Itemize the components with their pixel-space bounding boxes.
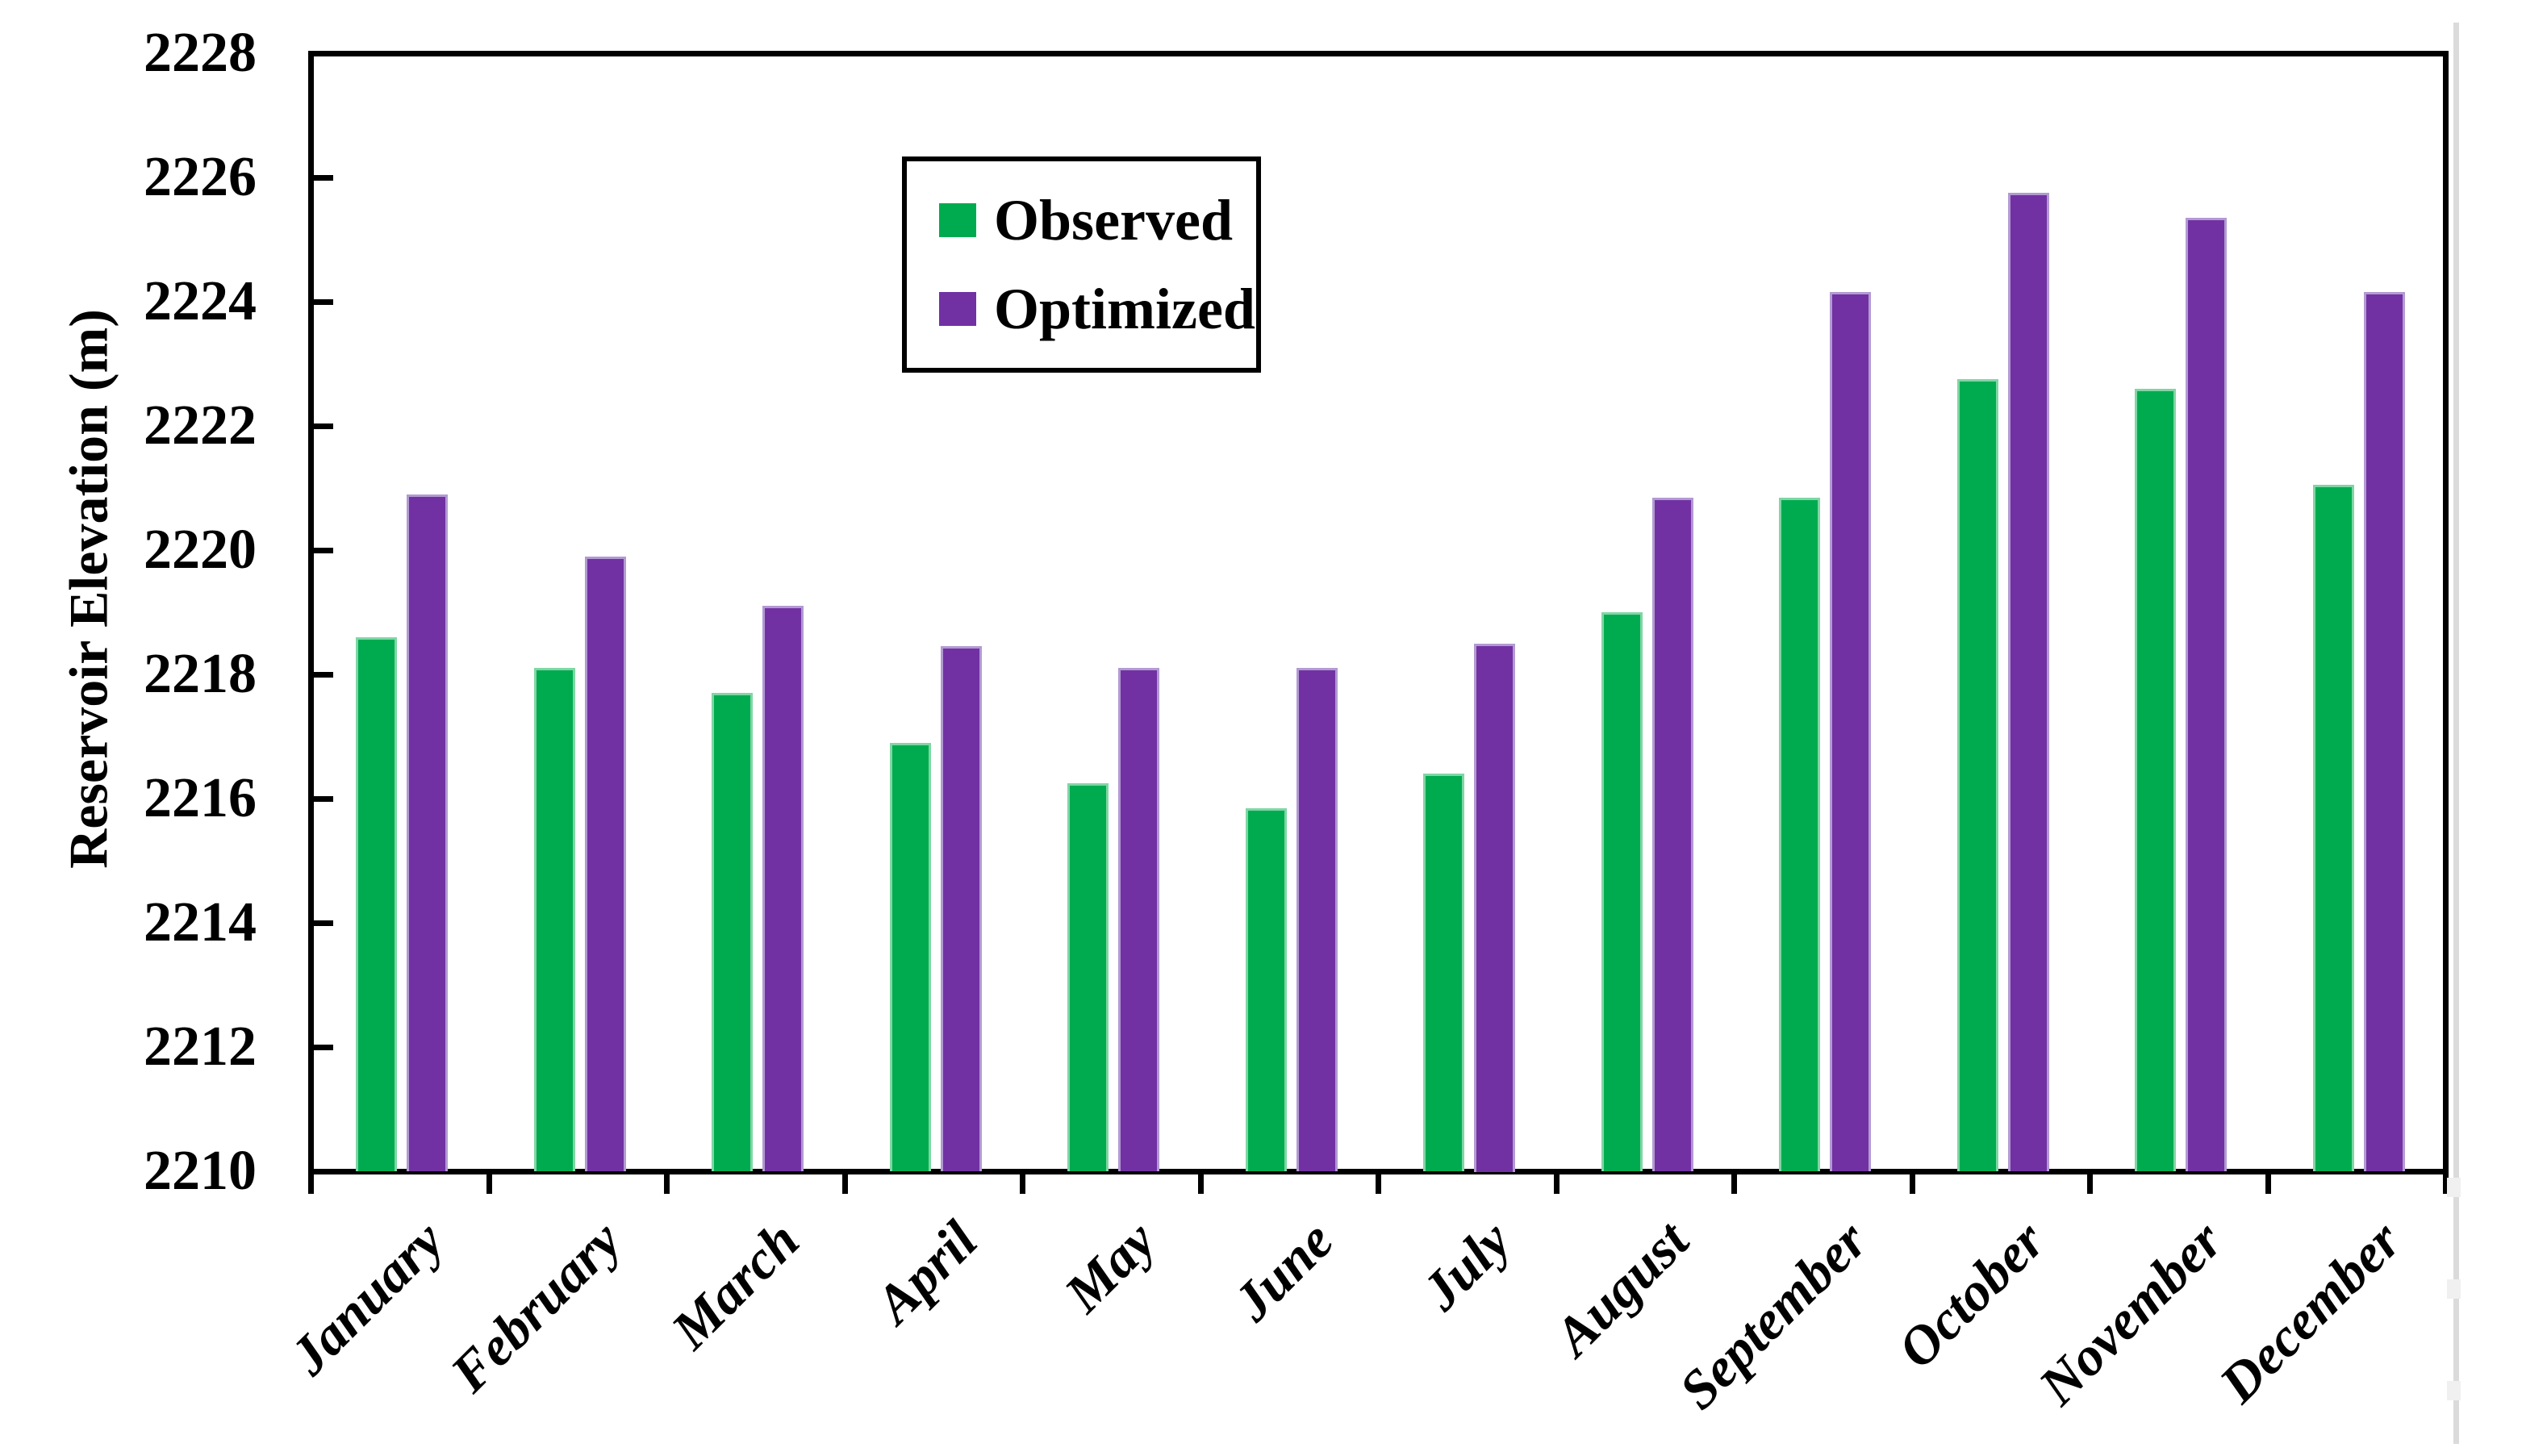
x-tick-mark [2265,1171,2271,1194]
x-tick-label-august: August [1543,1209,1701,1367]
y-tick-label-2220: 2220 [144,519,257,581]
y-tick-mark-2216 [314,796,333,802]
bar-optimized-december [2364,292,2405,1171]
bar-optimized-august [1652,498,1693,1171]
y-tick-label-2228: 2228 [144,22,257,84]
bar-optimized-september [1830,292,1871,1171]
y-tick-label-2224: 2224 [144,270,257,332]
x-tick-label-december: December [2207,1209,2412,1415]
y-tick-mark-2210 [314,1169,333,1174]
x-tick-mark [1553,1171,1560,1194]
bar-optimized-may [1118,668,1159,1171]
y-tick-label-2216: 2216 [144,767,257,829]
legend-swatch-optimized [939,291,976,326]
x-tick-mark [1197,1171,1204,1194]
x-tick-label-november: November [2027,1209,2235,1416]
bar-observed-november [2135,389,2176,1171]
bar-optimized-november [2186,218,2227,1171]
x-tick-mark [664,1171,670,1194]
y-tick-mark-2222 [314,423,333,429]
y-tick-mark-2220 [314,548,333,553]
y-tick-mark-2226 [314,175,333,181]
bar-optimized-february [585,557,626,1171]
x-tick-mark [308,1171,314,1194]
x-tick-mark [486,1171,492,1194]
bar-observed-june [1246,808,1287,1171]
right-edge-notch [2447,1178,2461,1197]
bar-observed-july [1423,774,1464,1171]
x-tick-label-january: January [278,1209,456,1387]
bar-optimized-january [407,494,448,1171]
y-tick-label-2222: 2222 [144,394,257,457]
bar-observed-october [1957,379,1998,1171]
bar-optimized-october [2008,193,2049,1171]
bar-optimized-july [1474,644,1515,1172]
x-tick-label-september: September [1667,1209,1879,1421]
y-tick-mark-2228 [314,51,333,56]
bar-observed-august [1601,612,1643,1171]
plot-area-frame [308,51,2449,1174]
legend-swatch-observed [939,203,976,238]
y-tick-mark-2214 [314,920,333,926]
y-tick-label-2212: 2212 [144,1016,257,1078]
x-tick-label-may: May [1052,1209,1167,1325]
x-tick-mark [1020,1171,1025,1194]
y-tick-label-2210: 2210 [144,1140,257,1202]
legend: Observed Optimized [902,156,1261,373]
screenshot-right-edge-line [2453,23,2459,1444]
legend-label-observed: Observed [994,188,1233,253]
bar-observed-january [356,637,397,1171]
x-tick-mark [1376,1171,1381,1194]
right-edge-notch [2447,1279,2461,1299]
x-tick-mark [841,1171,848,1194]
x-tick-label-april: April [863,1209,989,1335]
bar-optimized-april [941,646,982,1171]
x-tick-mark [2443,1171,2449,1194]
legend-item-observed: Observed [939,191,1256,249]
bar-observed-april [890,743,931,1171]
legend-item-optimized: Optimized [939,280,1256,338]
x-tick-mark [1909,1171,1915,1194]
y-tick-mark-2224 [314,299,333,305]
y-axis-title: Reservoir Elevation (m) [57,309,119,869]
bar-optimized-june [1296,668,1338,1171]
y-tick-label-2226: 2226 [144,146,257,208]
bar-observed-february [534,668,575,1171]
y-tick-mark-2212 [314,1045,333,1050]
bar-observed-may [1067,783,1109,1171]
x-tick-label-march: March [659,1209,812,1361]
y-tick-label-2214: 2214 [144,891,257,953]
right-edge-notch [2447,1381,2461,1400]
x-tick-mark [2087,1171,2093,1194]
bar-observed-december [2313,485,2354,1171]
x-tick-label-february: February [438,1209,633,1404]
x-tick-label-october: October [1885,1209,2056,1380]
bar-observed-september [1779,498,1820,1171]
bar-observed-march [712,693,753,1171]
x-tick-label-june: June [1221,1209,1345,1333]
bar-optimized-march [762,606,804,1171]
y-tick-label-2218: 2218 [144,643,257,705]
x-tick-label-july: July [1409,1209,1523,1322]
legend-label-optimized: Optimized [994,276,1255,341]
y-tick-mark-2218 [314,672,333,678]
x-tick-mark [1731,1171,1737,1194]
